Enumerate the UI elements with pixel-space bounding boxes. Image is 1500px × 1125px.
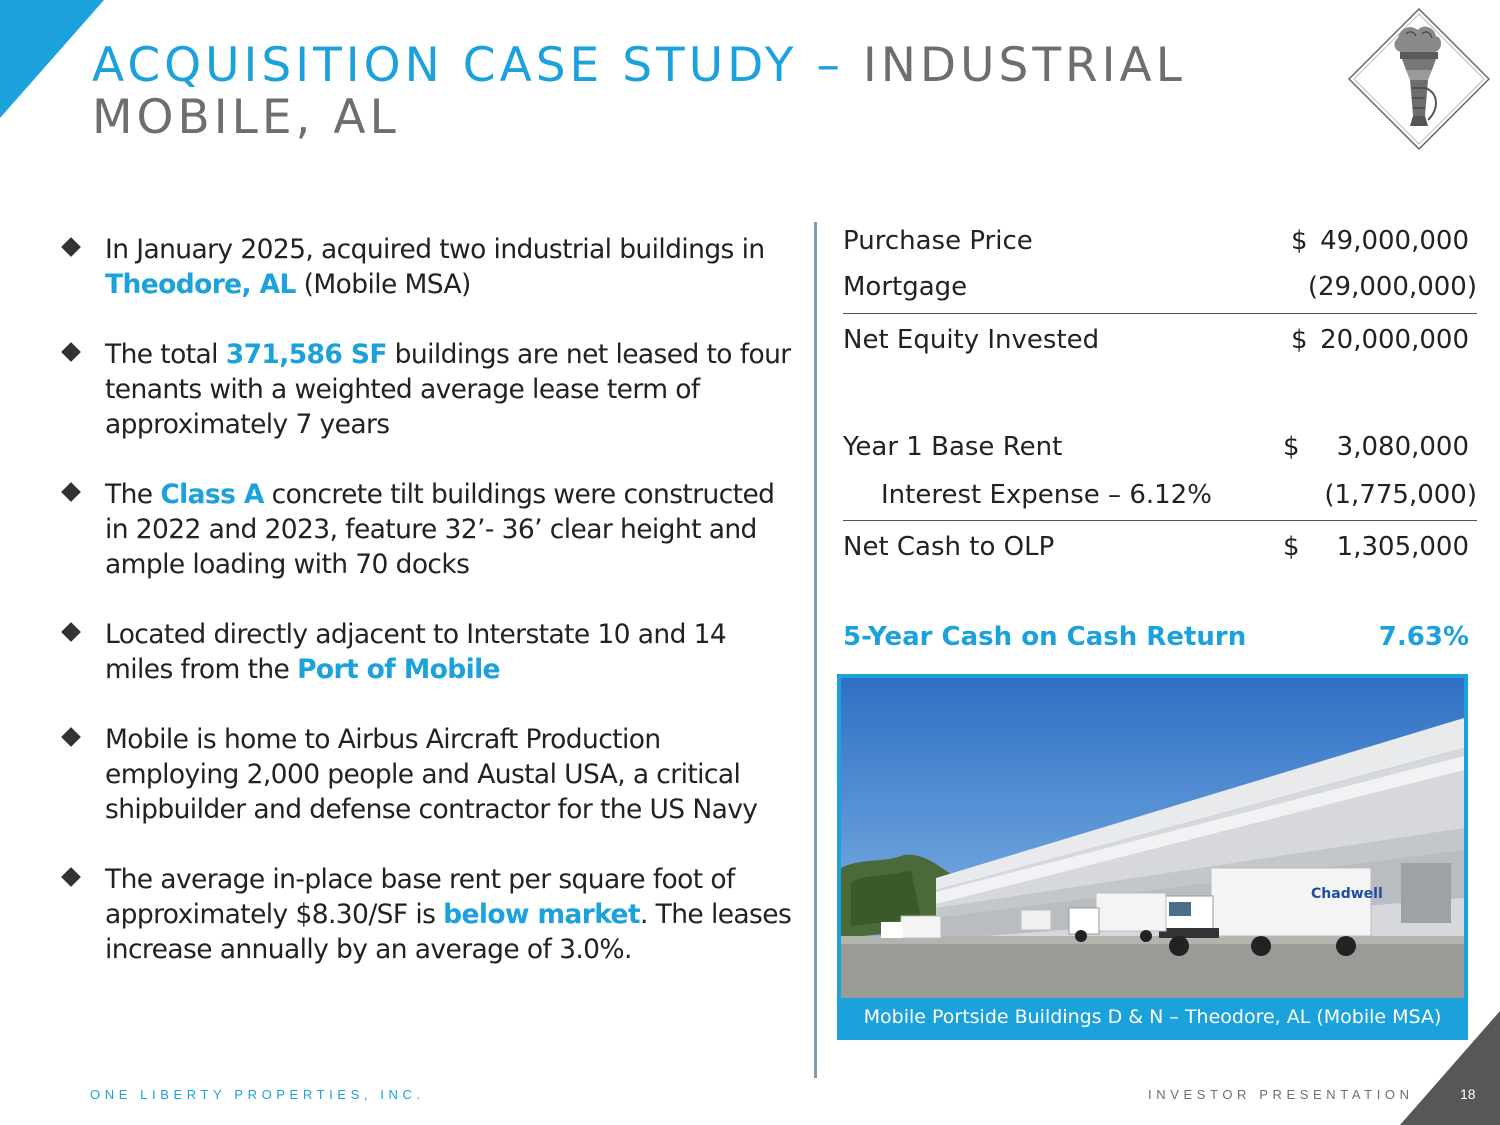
corner-accent-bottom-right (1400, 1011, 1500, 1125)
divider-line (843, 520, 1477, 521)
purchase-price-row: Purchase Price $ 49,000,000 (843, 226, 1469, 256)
list-item: In January 2025, acquired two industrial… (60, 232, 800, 302)
diamond-bullet-icon (61, 482, 81, 502)
list-item: The total 371,586 SF buildings are net l… (60, 337, 800, 442)
diamond-bullet-icon (61, 622, 81, 642)
list-item: Located directly adjacent to Interstate … (60, 617, 800, 687)
diamond-bullet-icon (61, 342, 81, 362)
truck-logo-text: Chadwell (1311, 886, 1383, 902)
mortgage-row: Mortgage (29,000,000) (843, 272, 1477, 302)
company-logo (1347, 7, 1491, 151)
column-divider (814, 222, 817, 1078)
page-title: ACQUISITION CASE STUDY – INDUSTRIAL MOBI… (92, 40, 1186, 144)
list-item: Mobile is home to Airbus Aircraft Produc… (60, 722, 800, 827)
title-location: MOBILE, AL (92, 90, 400, 145)
property-photo: Chadwell Mobile Portside Buildings D & N… (837, 674, 1468, 1040)
corner-accent-top-left (0, 0, 104, 118)
net-equity-row: Net Equity Invested $ 20,000,000 (843, 325, 1469, 355)
diamond-bullet-icon (61, 727, 81, 747)
title-primary: ACQUISITION CASE STUDY – (92, 38, 844, 93)
footer-document: INVESTOR PRESENTATION (1148, 1087, 1414, 1102)
diamond-bullet-icon (61, 867, 81, 887)
list-item: The Class A concrete tilt buildings were… (60, 477, 800, 582)
diamond-bullet-icon (61, 237, 81, 257)
highlights-list: In January 2025, acquired two industrial… (60, 232, 800, 1002)
title-property-type: INDUSTRIAL (862, 38, 1186, 93)
divider-line (843, 313, 1477, 314)
base-rent-row: Year 1 Base Rent $ 3,080,000 (843, 432, 1469, 462)
interest-expense-row: Interest Expense – 6.12% (1,775,000) (881, 480, 1477, 510)
footer-company: ONE LIBERTY PROPERTIES, INC. (90, 1087, 425, 1102)
page-number: 18 (1460, 1086, 1476, 1102)
photo-caption: Mobile Portside Buildings D & N – Theodo… (841, 998, 1464, 1036)
net-cash-row: Net Cash to OLP $ 1,305,000 (843, 532, 1469, 562)
list-item: The average in-place base rent per squar… (60, 862, 800, 967)
